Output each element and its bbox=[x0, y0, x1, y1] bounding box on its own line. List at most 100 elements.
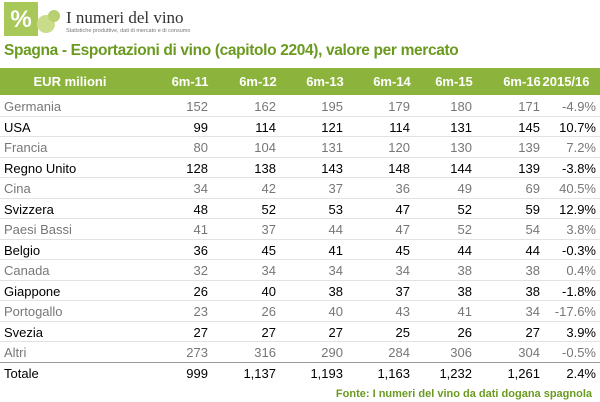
cell-value: 54 bbox=[525, 222, 540, 237]
cell-value: 40 bbox=[261, 283, 276, 299]
cell-value: 26 bbox=[457, 324, 472, 340]
cell-value: 37 bbox=[328, 181, 343, 196]
row-label: Totale bbox=[4, 365, 39, 381]
cell-value: 273 bbox=[186, 345, 208, 360]
cell-value: 43 bbox=[395, 304, 410, 319]
row-separator bbox=[0, 320, 600, 322]
cell-value: 27 bbox=[261, 324, 276, 340]
cell-value: 114 bbox=[255, 119, 276, 135]
cell-value: 36 bbox=[395, 181, 410, 196]
column-header: 6m-14 bbox=[373, 74, 411, 89]
cell-value: 139 bbox=[518, 160, 540, 176]
cell-value: 144 bbox=[450, 160, 472, 176]
column-header: EUR milioni bbox=[33, 74, 107, 89]
cell-value: 44 bbox=[328, 222, 343, 237]
source: Fonte: I numeri del vino da dati dogana … bbox=[335, 388, 592, 400]
row-label: Canada bbox=[4, 263, 50, 278]
cell-value: 152 bbox=[186, 99, 208, 114]
row-separator bbox=[0, 382, 600, 383]
cell-value: 27 bbox=[328, 324, 343, 340]
total-rule bbox=[0, 361, 600, 363]
cell-value: 38 bbox=[525, 283, 540, 299]
cell-value: 131 bbox=[321, 140, 343, 155]
cell-value: 38 bbox=[328, 283, 343, 299]
tagline: Statistiche produttive, dati di mercato … bbox=[66, 28, 191, 34]
row-label: Germania bbox=[4, 99, 62, 114]
cell-value: 52 bbox=[261, 201, 276, 217]
cell-value: 27 bbox=[193, 324, 208, 340]
cell-value: -1.8% bbox=[562, 283, 596, 299]
row-separator bbox=[0, 259, 600, 260]
row-separator bbox=[0, 218, 600, 219]
cell-value: 179 bbox=[388, 99, 410, 114]
column-header: 6m-15 bbox=[435, 74, 473, 89]
cell-value: 52 bbox=[457, 201, 472, 217]
cell-value: 52 bbox=[457, 222, 472, 237]
cell-value: 41 bbox=[457, 304, 472, 319]
cell-value: 34 bbox=[193, 181, 208, 196]
cell-value: 37 bbox=[261, 222, 276, 237]
cell-value: 120 bbox=[388, 140, 410, 155]
cell-value: 180 bbox=[450, 99, 472, 114]
row-label: Francia bbox=[4, 140, 48, 155]
cell-value: 41 bbox=[328, 242, 343, 258]
cell-value: 38 bbox=[457, 283, 472, 299]
cell-value: 138 bbox=[254, 160, 276, 176]
row-separator bbox=[0, 197, 600, 199]
column-header: 2015/16 bbox=[542, 74, 590, 89]
row-label: Cina bbox=[4, 181, 31, 196]
svg-text:%: % bbox=[10, 6, 31, 33]
cell-value: 316 bbox=[254, 345, 276, 360]
cell-value: -0.3% bbox=[562, 242, 596, 258]
cell-value: 130 bbox=[450, 140, 472, 155]
cell-value: 26 bbox=[261, 304, 276, 319]
cell-value: 148 bbox=[388, 160, 410, 176]
row-label: Svizzera bbox=[4, 201, 54, 217]
cell-value: 34 bbox=[328, 263, 343, 278]
cell-value: 3.9% bbox=[566, 324, 596, 340]
cell-value: 49 bbox=[457, 181, 472, 196]
cell-value: 0.4% bbox=[566, 263, 596, 278]
cell-value: 47 bbox=[395, 222, 410, 237]
cell-value: 40 bbox=[328, 304, 343, 319]
cell-value: 42 bbox=[261, 181, 276, 196]
row-label: Belgio bbox=[4, 242, 41, 258]
cell-value: 45 bbox=[261, 242, 276, 258]
row-separator bbox=[0, 341, 600, 342]
cell-value: 80 bbox=[193, 140, 208, 155]
cell-value: 162 bbox=[254, 99, 276, 114]
column-header: 6m-13 bbox=[306, 74, 344, 89]
cell-value: 1,193 bbox=[310, 365, 343, 381]
cell-value: 128 bbox=[186, 160, 208, 176]
row-separator bbox=[0, 279, 600, 281]
row-label: Svezia bbox=[4, 324, 44, 340]
cell-value: 1,232 bbox=[439, 365, 472, 381]
cell-value: 34 bbox=[525, 304, 540, 319]
cell-value: -4.9% bbox=[562, 99, 596, 114]
column-header: 6m-12 bbox=[239, 74, 277, 89]
title: Spagna - Esportazioni di vino (capitolo … bbox=[4, 42, 459, 59]
row-separator bbox=[0, 300, 600, 301]
cell-value: 45 bbox=[395, 242, 410, 258]
cell-value: -17.6% bbox=[554, 304, 596, 319]
cell-value: 41 bbox=[193, 222, 208, 237]
column-header: 6m-11 bbox=[171, 74, 209, 89]
cell-value: 37 bbox=[395, 283, 410, 299]
row-label: Altri bbox=[4, 345, 27, 360]
cell-value: 44 bbox=[525, 242, 540, 258]
cell-value: 104 bbox=[254, 140, 276, 155]
cell-value: 99 bbox=[193, 119, 208, 135]
row-separator bbox=[0, 156, 600, 158]
cell-value: 143 bbox=[321, 160, 343, 176]
cell-value: 69 bbox=[525, 181, 540, 196]
cell-value: -3.8% bbox=[562, 160, 596, 176]
row-label: Regno Unito bbox=[4, 160, 77, 176]
cell-value: 44 bbox=[457, 242, 472, 258]
table-header bbox=[0, 68, 600, 95]
cell-value: 53 bbox=[328, 201, 343, 217]
cell-value: 27 bbox=[525, 324, 540, 340]
cell-value: 40.5% bbox=[559, 181, 596, 196]
row-label: Paesi Bassi bbox=[4, 222, 72, 237]
logo: % bbox=[4, 2, 60, 36]
cell-value: 47 bbox=[395, 201, 410, 217]
